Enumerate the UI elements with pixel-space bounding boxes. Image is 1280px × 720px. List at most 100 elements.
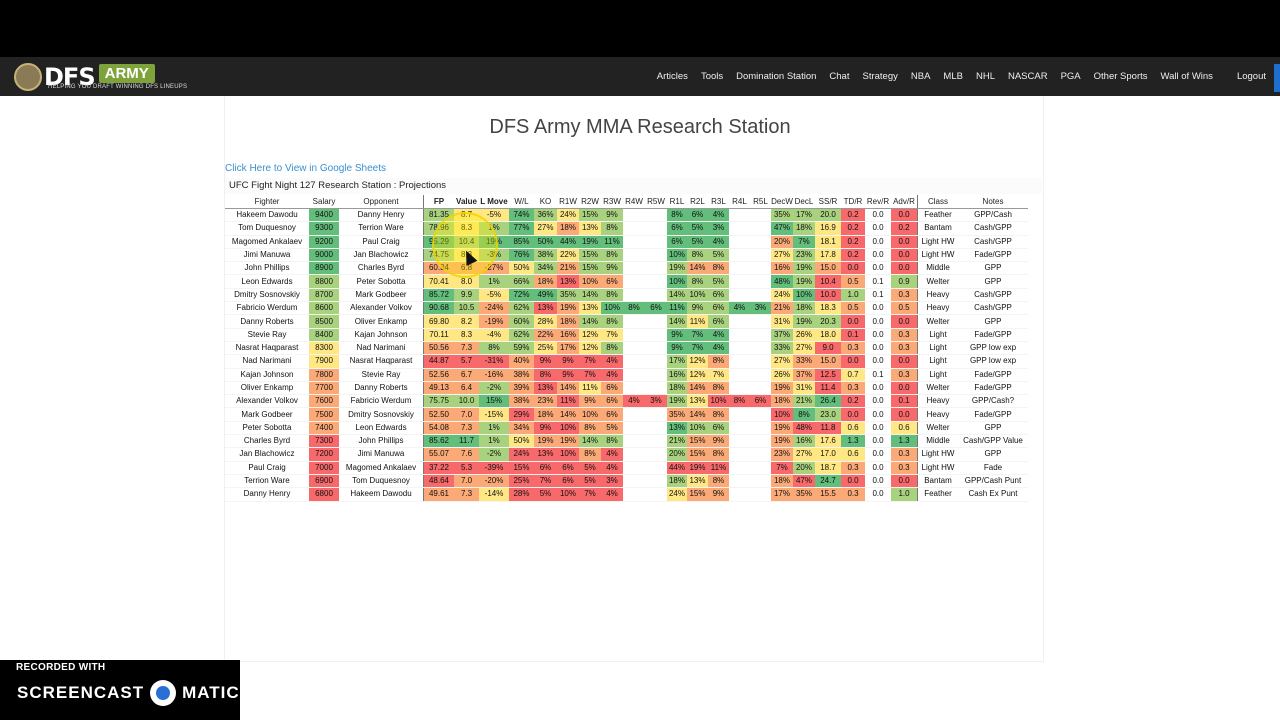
cell-fighter[interactable]: Nad Narimani xyxy=(225,354,309,369)
cell-r2w[interactable]: 14% xyxy=(579,314,601,329)
cell-notes[interactable]: Cash/GPP xyxy=(958,288,1028,303)
cell-fighter[interactable]: Mark Godbeer xyxy=(225,407,309,422)
cell-salary[interactable]: 9000 xyxy=(309,248,339,263)
cell-rev-r[interactable]: 0.1 xyxy=(865,368,891,382)
cell-fighter[interactable]: Danny Roberts xyxy=(225,314,309,329)
cell-notes[interactable]: Cash/GPP xyxy=(958,221,1028,236)
cell-salary[interactable]: 6800 xyxy=(309,487,339,502)
cell-td-r[interactable]: 0.6 xyxy=(841,421,865,436)
col-header-class[interactable]: Class xyxy=(917,195,958,209)
cell-notes[interactable]: Fade xyxy=(958,461,1028,475)
cell-r1l[interactable]: 24% xyxy=(667,487,687,502)
cell-fp[interactable]: 48.64 xyxy=(423,474,454,489)
cell-l-move[interactable]: -19% xyxy=(479,314,509,329)
cell-r4l[interactable] xyxy=(729,421,750,436)
logout-link[interactable]: Logout xyxy=(1236,71,1266,82)
cell-r3l[interactable]: 4% xyxy=(708,235,729,249)
cell-opponent[interactable]: John Phillips xyxy=(339,434,424,449)
cell-value[interactable]: 7.3 xyxy=(454,421,479,436)
cell-r1l[interactable]: 9% xyxy=(667,328,687,342)
cell-r2w[interactable]: 9% xyxy=(579,394,601,409)
cell-r3w[interactable]: 6% xyxy=(601,274,623,289)
cell-decw[interactable]: 33% xyxy=(771,341,793,356)
cell-r2l[interactable]: 15% xyxy=(687,487,708,502)
cell-salary[interactable]: 9200 xyxy=(309,235,339,249)
cell-l-move[interactable]: 1% xyxy=(479,274,509,289)
cell-r2w[interactable]: 10% xyxy=(579,407,601,422)
cell-r5w[interactable] xyxy=(645,261,667,276)
cell-r4w[interactable] xyxy=(623,274,645,289)
cell-decw[interactable]: 18% xyxy=(771,474,793,489)
cell-r4l[interactable] xyxy=(729,474,750,489)
cell-salary[interactable]: 8300 xyxy=(309,341,339,356)
col-header-r1l[interactable]: R1L xyxy=(667,195,687,209)
cell-rev-r[interactable]: 0.0 xyxy=(865,354,891,369)
cell-r3w[interactable]: 8% xyxy=(601,248,623,263)
cell-decw[interactable]: 24% xyxy=(771,288,793,303)
cell-w-l[interactable]: 62% xyxy=(509,328,534,342)
cell-r1w[interactable]: 16% xyxy=(557,328,579,342)
cell-r3w[interactable]: 6% xyxy=(601,407,623,422)
cell-opponent[interactable]: Dmitry Sosnovskiy xyxy=(339,407,424,422)
cell-rev-r[interactable]: 0.0 xyxy=(865,421,891,436)
cell-r3w[interactable]: 9% xyxy=(601,208,623,223)
cell-ko[interactable]: 13% xyxy=(534,381,557,396)
cell-rev-r[interactable]: 0.0 xyxy=(865,221,891,236)
cell-opponent[interactable]: Jimi Manuwa xyxy=(339,447,424,462)
cell-notes[interactable]: GPP xyxy=(958,261,1028,276)
cell-w-l[interactable]: 77% xyxy=(509,221,534,236)
cell-w-l[interactable]: 72% xyxy=(509,288,534,303)
cell-fighter[interactable]: Nasrat Haqparast xyxy=(225,341,309,356)
cell-r1w[interactable]: 13% xyxy=(557,274,579,289)
cell-r1w[interactable]: 19% xyxy=(557,301,579,316)
cell-td-r[interactable]: 0.0 xyxy=(841,474,865,489)
cell-value[interactable]: 7.0 xyxy=(454,474,479,489)
cell-fighter[interactable]: Peter Sobotta xyxy=(225,421,309,436)
cell-r2l[interactable]: 8% xyxy=(687,274,708,289)
cell-r5l[interactable] xyxy=(750,261,771,276)
cell-r3w[interactable]: 8% xyxy=(601,341,623,356)
cell-r2l[interactable]: 10% xyxy=(687,288,708,303)
cell-notes[interactable]: Fade/GPP xyxy=(958,381,1028,396)
cell-value[interactable]: 5.7 xyxy=(454,354,479,369)
cell-r1w[interactable]: 18% xyxy=(557,314,579,329)
cell-rev-r[interactable]: 0.1 xyxy=(865,274,891,289)
cell-r2l[interactable]: 6% xyxy=(687,208,708,223)
cell-r4w[interactable] xyxy=(623,368,645,382)
cell-fp[interactable]: 52.50 xyxy=(423,407,454,422)
cell-ss-r[interactable]: 15.5 xyxy=(815,487,841,502)
cell-r5w[interactable] xyxy=(645,341,667,356)
cell-r1l[interactable]: 18% xyxy=(667,474,687,489)
cell-td-r[interactable]: 0.2 xyxy=(841,208,865,223)
cell-opponent[interactable]: Tom Duquesnoy xyxy=(339,474,424,489)
cell-r5w[interactable] xyxy=(645,274,667,289)
cell-r5l[interactable] xyxy=(750,447,771,462)
cell-decw[interactable]: 35% xyxy=(771,208,793,223)
cell-ko[interactable]: 25% xyxy=(534,341,557,356)
cell-fighter[interactable]: Jan Blachowicz xyxy=(225,447,309,462)
cell-r3w[interactable]: 8% xyxy=(601,221,623,236)
cell-r3l[interactable]: 6% xyxy=(708,421,729,436)
cell-salary[interactable]: 8700 xyxy=(309,288,339,303)
cell-r2w[interactable]: 7% xyxy=(579,487,601,502)
cell-r1l[interactable]: 10% xyxy=(667,274,687,289)
cell-opponent[interactable]: Charles Byrd xyxy=(339,261,424,276)
cell-ko[interactable]: 38% xyxy=(534,248,557,263)
cell-r2w[interactable]: 12% xyxy=(579,341,601,356)
cell-fighter[interactable]: Danny Henry xyxy=(225,487,309,502)
cell-rev-r[interactable]: 0.1 xyxy=(865,288,891,303)
cell-td-r[interactable]: 0.2 xyxy=(841,394,865,409)
cell-decl[interactable]: 7% xyxy=(793,235,815,249)
cell-r1w[interactable]: 35% xyxy=(557,288,579,303)
cell-r5l[interactable] xyxy=(750,221,771,236)
cell-r4l[interactable]: 4% xyxy=(729,301,750,316)
cell-opponent[interactable]: Magomed Ankalaev xyxy=(339,461,424,475)
cell-r4w[interactable] xyxy=(623,341,645,356)
cell-adv-r[interactable]: 0.0 xyxy=(891,381,918,396)
cell-ko[interactable]: 7% xyxy=(534,474,557,489)
cell-decl[interactable]: 31% xyxy=(793,381,815,396)
col-header-r3w[interactable]: R3W xyxy=(601,195,623,209)
col-header-decl[interactable]: DecL xyxy=(793,195,815,209)
cell-fp[interactable]: 52.56 xyxy=(423,368,454,382)
col-header-ss-r[interactable]: SS/R xyxy=(815,195,841,209)
